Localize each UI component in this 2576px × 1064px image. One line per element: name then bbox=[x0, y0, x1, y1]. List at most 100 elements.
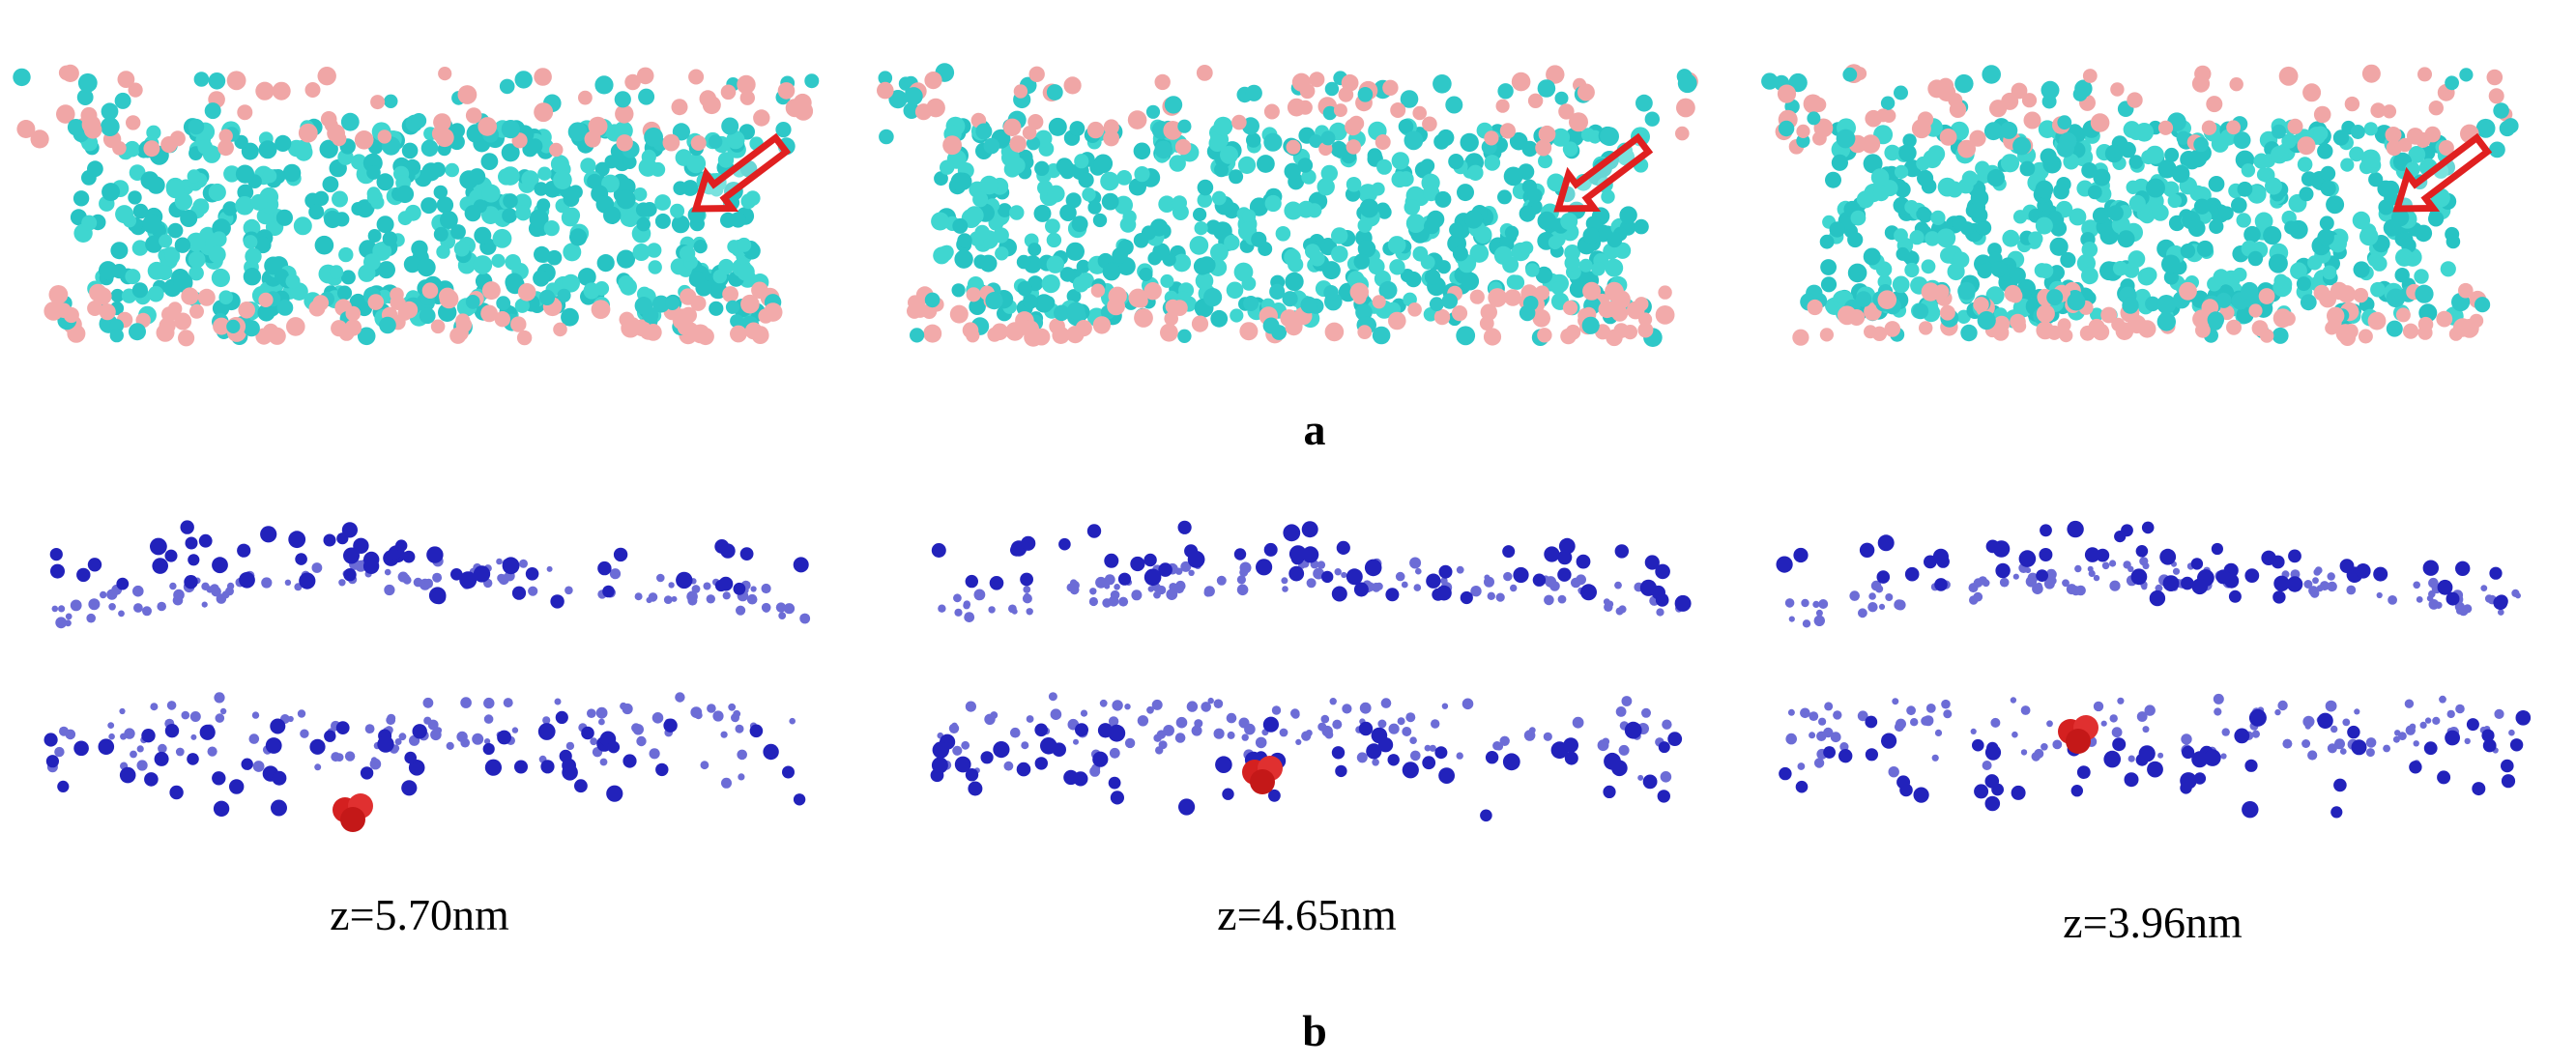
cyan-sphere bbox=[2093, 168, 2111, 187]
cyan-sphere bbox=[1819, 234, 1835, 249]
lipid-head bbox=[2076, 765, 2091, 779]
cyan-sphere bbox=[501, 166, 520, 186]
cyan-sphere bbox=[616, 249, 636, 269]
cyan-sphere bbox=[1424, 269, 1441, 285]
surface-sphere bbox=[1558, 103, 1575, 120]
lipid-tail bbox=[2041, 743, 2048, 751]
lipid-tail bbox=[598, 718, 605, 726]
lipid-tail bbox=[1662, 719, 1672, 730]
lipid-head bbox=[408, 760, 425, 776]
surface-sphere bbox=[753, 109, 770, 127]
surface-sphere bbox=[327, 124, 345, 143]
cyan-sphere bbox=[1048, 117, 1067, 136]
lipid-tail bbox=[2404, 699, 2415, 708]
lipid-tail bbox=[2043, 578, 2055, 590]
lipid-head bbox=[50, 563, 65, 579]
surface-sphere bbox=[169, 130, 186, 147]
lipid-tail bbox=[1380, 698, 1392, 708]
surface-sphere bbox=[13, 68, 31, 87]
cyan-sphere bbox=[1210, 243, 1229, 262]
lipid-tail bbox=[1441, 703, 1449, 709]
lipid-head bbox=[431, 590, 447, 605]
cyan-sphere bbox=[2231, 197, 2247, 214]
lipid-head bbox=[2351, 739, 2367, 756]
cyan-sphere bbox=[1066, 289, 1082, 303]
cyan-sphere bbox=[208, 245, 226, 264]
surface-sphere bbox=[1917, 111, 1934, 128]
lipid-head bbox=[1984, 744, 2002, 761]
lipid-tail bbox=[948, 723, 960, 733]
surface-sphere bbox=[1796, 124, 1810, 138]
lipid-head bbox=[2333, 778, 2347, 792]
surface-sphere bbox=[1355, 303, 1373, 321]
cyan-sphere bbox=[2359, 226, 2379, 246]
cyan-sphere bbox=[979, 254, 998, 273]
surface-sphere bbox=[1511, 72, 1531, 92]
lipid-tail bbox=[446, 741, 454, 751]
arrow bbox=[691, 132, 792, 213]
lipid-tail bbox=[2413, 581, 2420, 590]
lipid-tail bbox=[460, 737, 471, 748]
lipid-head bbox=[141, 729, 156, 743]
solute bbox=[340, 807, 365, 832]
cyan-sphere bbox=[1605, 258, 1624, 277]
lipid-head bbox=[2141, 521, 2155, 534]
surface-sphere bbox=[1028, 66, 1045, 83]
surface-sphere bbox=[2067, 292, 2086, 311]
lipid-head bbox=[482, 742, 495, 756]
surface-sphere bbox=[494, 311, 510, 328]
lipid-tail bbox=[424, 579, 433, 589]
cyan-sphere bbox=[1082, 187, 1096, 202]
surface-sphere bbox=[1810, 97, 1827, 113]
cyan-sphere bbox=[245, 247, 262, 265]
lipid-tail bbox=[1409, 557, 1422, 569]
cyan-sphere bbox=[1387, 236, 1406, 254]
lipid-tail bbox=[2365, 737, 2377, 748]
lipid-tail bbox=[2383, 744, 2391, 753]
cyan-sphere bbox=[1045, 218, 1060, 235]
cyan-sphere bbox=[717, 152, 735, 168]
cyan-sphere bbox=[1467, 164, 1484, 181]
arrow-shape bbox=[1553, 132, 1654, 213]
lipid-tail bbox=[1557, 594, 1567, 604]
cyan-sphere bbox=[1284, 201, 1303, 220]
lipid-tail bbox=[2428, 577, 2439, 589]
lipid-head bbox=[602, 585, 615, 598]
lipid-tail bbox=[1173, 583, 1185, 594]
surface-sphere bbox=[1263, 132, 1283, 152]
surface-sphere bbox=[1527, 93, 1544, 109]
cyan-sphere bbox=[1916, 206, 1931, 221]
surface-sphere bbox=[1349, 282, 1370, 302]
lipid-tail bbox=[497, 573, 506, 583]
lipid-head bbox=[169, 785, 184, 800]
surface-sphere bbox=[298, 123, 318, 143]
lipid-head bbox=[1283, 524, 1301, 542]
surface-sphere bbox=[1108, 286, 1127, 305]
surface-sphere bbox=[744, 322, 763, 340]
cyan-sphere bbox=[501, 143, 520, 162]
lipid-head bbox=[1532, 573, 1547, 587]
cyan-sphere bbox=[1921, 259, 1936, 274]
lipid-tail bbox=[722, 591, 731, 600]
lipid-tail bbox=[2141, 584, 2148, 590]
lipid-head bbox=[1877, 534, 1895, 552]
cyan-sphere bbox=[395, 185, 415, 204]
surface-sphere bbox=[914, 103, 933, 121]
cyan-sphere bbox=[433, 185, 448, 200]
cyan-sphere bbox=[1284, 162, 1301, 180]
surface-sphere bbox=[538, 289, 556, 305]
surface-sphere bbox=[420, 139, 439, 158]
cyan-sphere bbox=[2038, 120, 2057, 138]
surface-sphere bbox=[690, 135, 707, 151]
cyan-sphere bbox=[1548, 235, 1562, 250]
lipid-tail bbox=[252, 761, 265, 772]
lipid-tail bbox=[763, 605, 770, 613]
lipid-head bbox=[324, 730, 336, 742]
surface-sphere bbox=[2272, 308, 2293, 329]
lipid-tail bbox=[542, 716, 551, 725]
lipid-tail bbox=[546, 565, 553, 572]
surface-sphere bbox=[16, 120, 36, 138]
surface-sphere bbox=[2448, 327, 2463, 341]
cyan-sphere bbox=[1902, 133, 1917, 148]
lipid-tail bbox=[728, 703, 737, 711]
